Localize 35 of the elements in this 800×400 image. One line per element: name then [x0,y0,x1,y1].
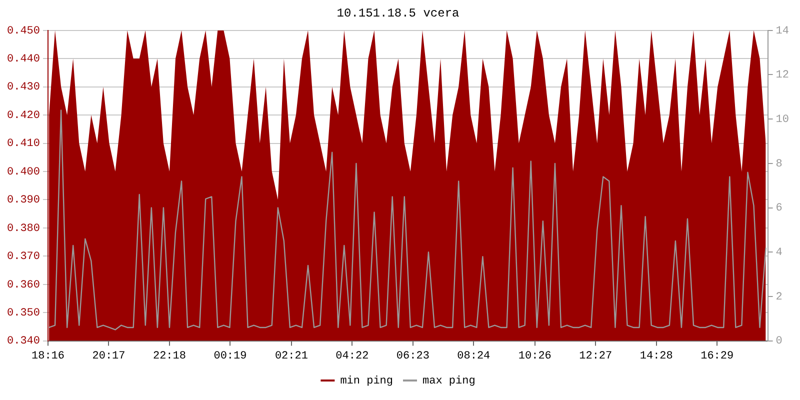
x-tick-label: 06:23 [396,350,430,362]
y2-tick-label: 6 [776,202,782,215]
x-tick-label: 04:22 [336,350,369,362]
x-tick-label: 20:17 [92,350,126,362]
x-tick-label: 08:24 [457,350,491,362]
y-tick-label: 0.410 [6,138,40,150]
y-tick-label: 0.350 [6,307,40,320]
legend-label: min ping [340,375,394,388]
y-tick-label: 0.430 [6,82,40,94]
x-tick-label: 18:16 [32,350,65,362]
legend-label: max ping [422,375,476,388]
x-tick-label: 22:18 [152,350,186,362]
x-tick-label: 14:28 [640,350,673,362]
y2-tick-label: 12 [776,70,789,82]
y2-tick-label: 14 [776,25,790,38]
y-tick-label: 0.420 [6,110,40,122]
x-tick-label: 10:26 [518,350,552,362]
y-tick-label: 0.360 [6,279,40,292]
y-tick-label: 0.340 [6,336,40,348]
y2-tick-label: 2 [776,291,782,304]
x-tick-label: 02:21 [274,350,308,362]
y-tick-label: 0.400 [6,166,40,178]
y-tick-label: 0.390 [6,194,40,207]
x-tick-label: 16:29 [700,350,734,362]
y2-tick-label: 0 [776,336,782,348]
y2-tick-label: 8 [776,158,782,170]
y2-tick-label: 10 [776,114,789,126]
chart-title: 10.151.18.5 vcera [336,6,460,20]
y2-tick-label: 4 [776,247,783,260]
y-tick-label: 0.370 [6,251,40,264]
y-tick-label: 0.450 [6,25,40,38]
x-tick-label: 00:19 [214,350,247,362]
y-tick-label: 0.380 [6,222,40,235]
x-tick-label: 12:27 [579,350,612,362]
y-tick-label: 0.440 [6,54,40,66]
